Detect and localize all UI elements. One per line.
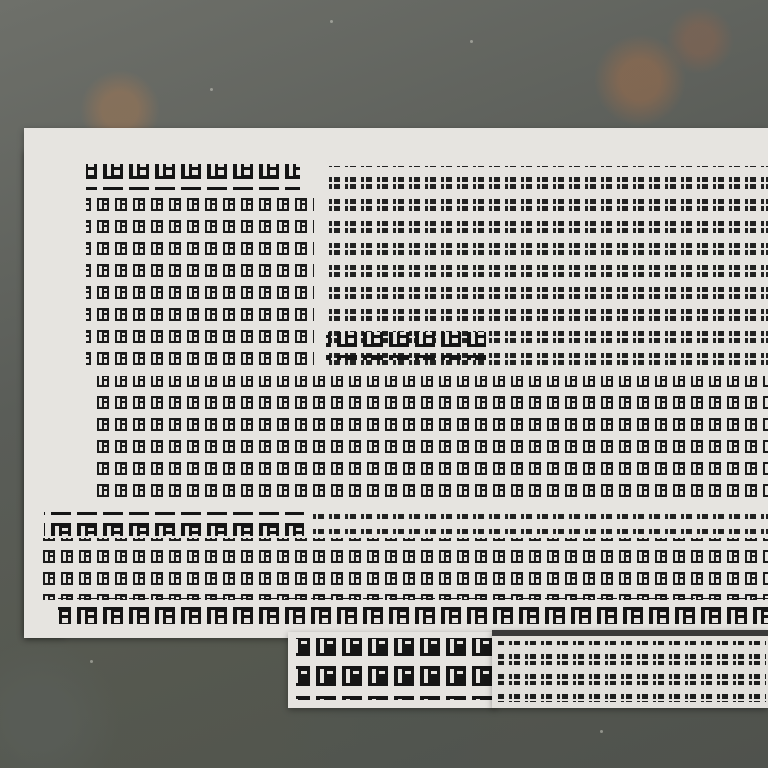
ground-speck (600, 730, 603, 733)
illegible-print-texture (40, 164, 768, 624)
column-gutter (314, 164, 326, 364)
ground-speck (90, 660, 93, 663)
ground-speck (330, 20, 333, 23)
ground-speck (470, 40, 473, 43)
newspaper-sheet (24, 128, 768, 638)
ground-speck (210, 88, 213, 91)
newspaper-clipping-right (492, 630, 768, 708)
clipping-print-texture (492, 630, 768, 702)
newspaper-clipping-left (288, 632, 496, 708)
clipping-print-texture (296, 638, 492, 700)
